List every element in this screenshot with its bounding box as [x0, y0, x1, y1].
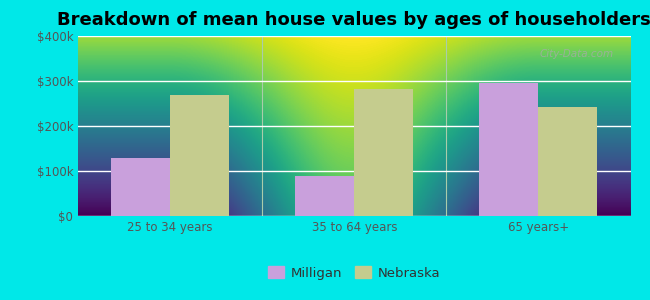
Bar — [538, 106, 597, 216]
Text: City-Data.com: City-Data.com — [540, 49, 614, 58]
Bar — [111, 158, 170, 216]
Bar — [170, 95, 229, 216]
Legend: Milligan, Nebraska: Milligan, Nebraska — [263, 261, 446, 285]
Title: Breakdown of mean house values by ages of householders: Breakdown of mean house values by ages o… — [57, 11, 650, 29]
Bar — [295, 176, 354, 216]
Bar — [480, 83, 538, 216]
Bar — [354, 88, 413, 216]
